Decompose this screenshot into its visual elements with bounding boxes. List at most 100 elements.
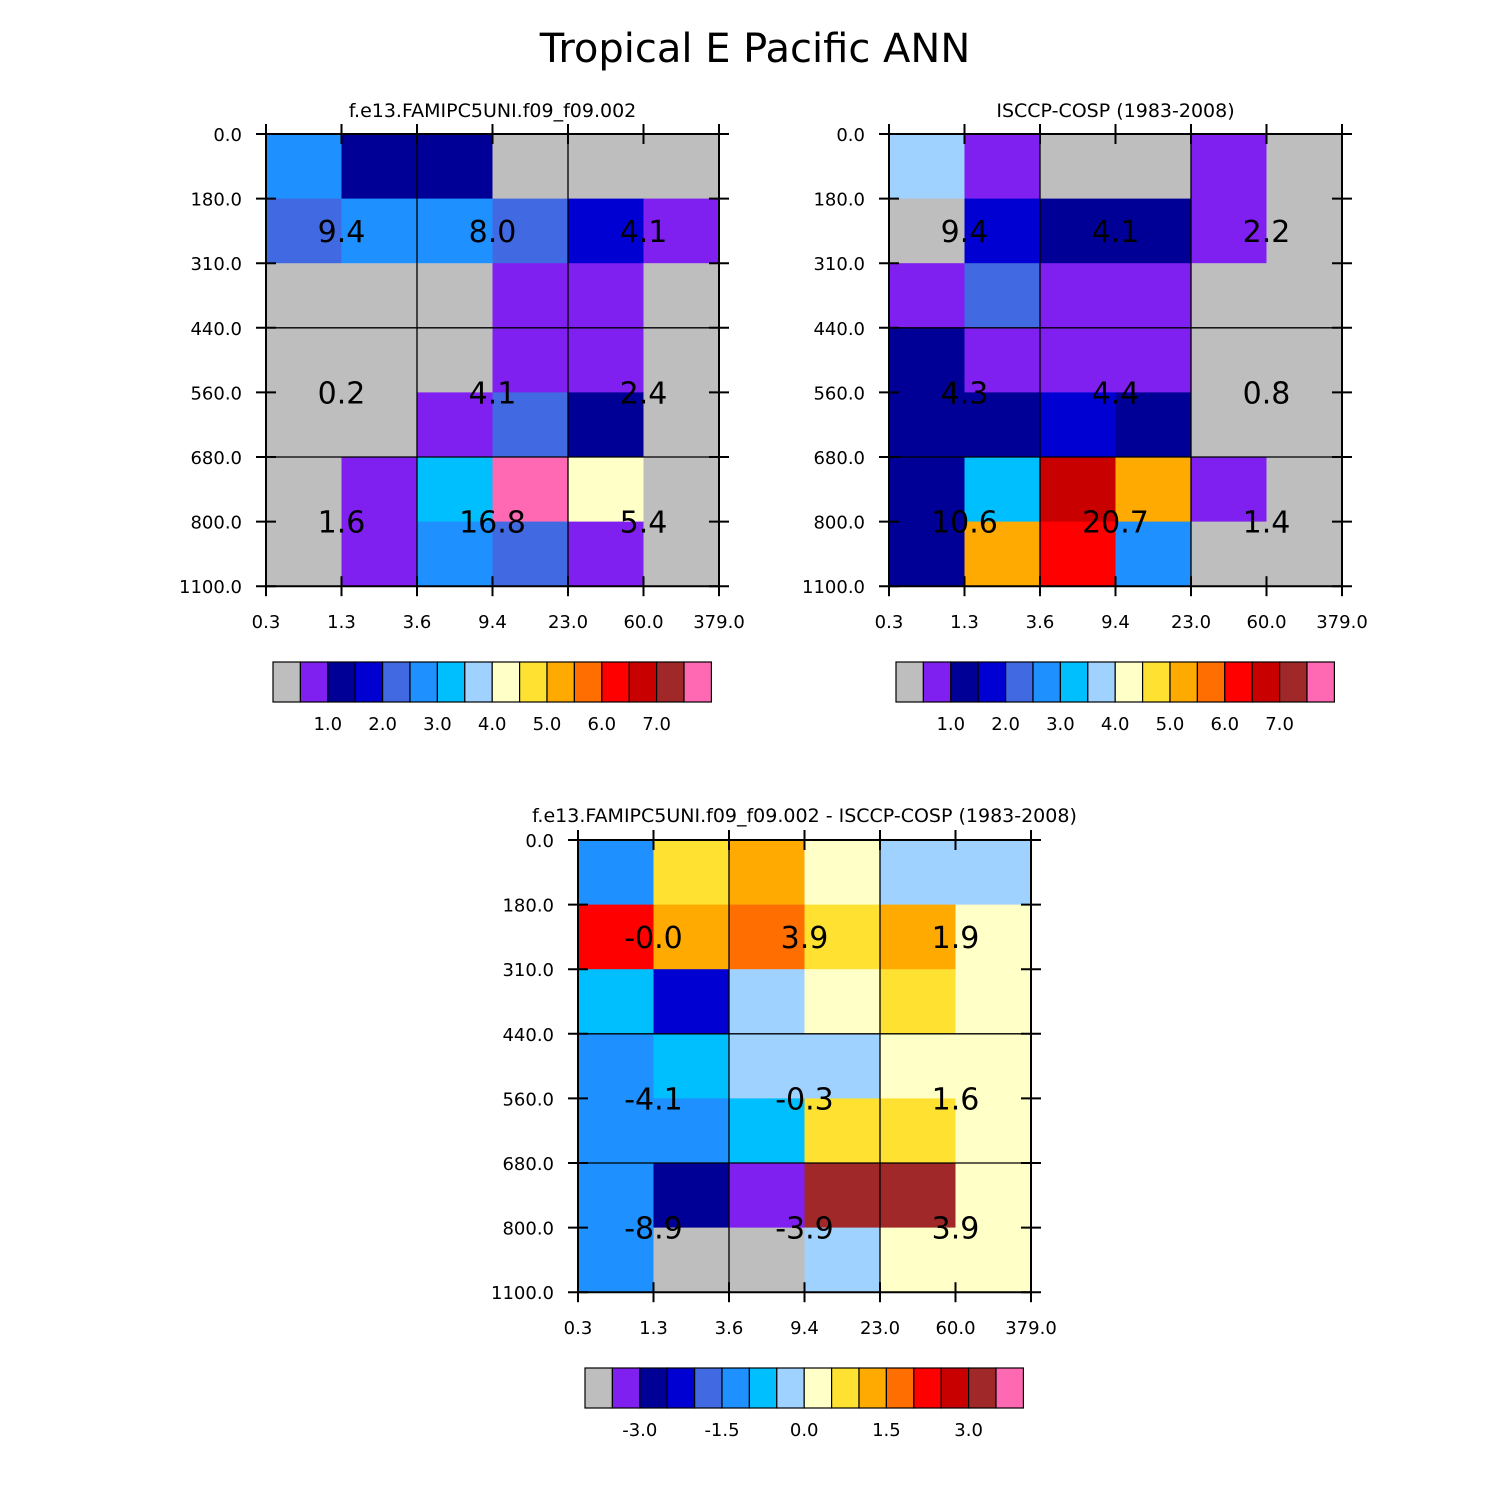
colorbar-swatch — [995, 1367, 1024, 1409]
heatmap-cell — [492, 198, 569, 264]
cell-value-label: 0.2 — [318, 376, 366, 411]
heatmap-cell — [578, 1227, 655, 1293]
heatmap-cell — [578, 1033, 655, 1099]
heatmap-cell — [578, 1098, 655, 1164]
heatmap-cell — [568, 198, 645, 264]
heatmap-cell — [653, 840, 730, 906]
x-tick-label: 9.4 — [478, 612, 507, 633]
heatmap-cell — [643, 521, 720, 587]
cell-value-label: 4.1 — [1092, 215, 1140, 250]
panel-model: f.e13.FAMIPC5UNI.f09_f09.002 0.0 180.0 310.… — [179, 100, 745, 735]
heatmap-cell — [804, 1163, 881, 1229]
colorbar-label: 2.0 — [368, 714, 397, 735]
colorbar-swatch — [1032, 661, 1061, 703]
colorbar-swatch — [803, 1367, 833, 1409]
heatmap-cell — [568, 134, 645, 200]
heatmap-cell — [1191, 392, 1268, 458]
cell-value-label: -8.9 — [624, 1212, 683, 1247]
cell-value-label: 4.3 — [941, 376, 989, 411]
heatmap-cell — [880, 904, 957, 970]
y-tick-label: 180.0 — [190, 190, 242, 211]
y-tick-label: 800.0 — [190, 513, 242, 534]
x-tick-label: 1.3 — [639, 1318, 668, 1339]
heatmap-cell — [568, 521, 645, 587]
heatmap-cell — [729, 904, 806, 970]
heatmap-cell — [804, 1098, 881, 1164]
heatmap-cell — [889, 521, 966, 587]
cell-value-label: 1.4 — [1243, 506, 1291, 541]
x-tick-label: 3.6 — [403, 612, 432, 633]
heatmap-cell — [955, 1033, 1032, 1099]
colorbar-swatch — [436, 661, 466, 703]
heatmap-cell — [729, 969, 806, 1035]
heatmap-cell — [955, 840, 1032, 906]
heatmap-cell — [955, 969, 1032, 1035]
heatmap-cell — [578, 904, 655, 970]
cell-value-label: 3.9 — [932, 1212, 980, 1247]
cell-value-label: -0.0 — [624, 921, 683, 956]
heatmap-cell — [266, 198, 343, 264]
heatmap-cell — [964, 457, 1041, 523]
heatmap-cell — [341, 392, 418, 458]
heatmap-cell — [964, 134, 1041, 200]
colorbar-label: 4.0 — [1101, 714, 1130, 735]
heatmap-cell — [492, 392, 569, 458]
colorbar-swatch — [639, 1367, 668, 1409]
colorbar-swatch — [327, 661, 356, 703]
heatmap-cell — [578, 840, 655, 906]
colorbar-swatch — [922, 661, 952, 703]
heatmap-cell — [955, 1227, 1032, 1293]
colorbar-swatch — [858, 1367, 887, 1409]
colorbar-swatch — [354, 661, 384, 703]
heatmap-cell — [653, 1227, 730, 1293]
heatmap-cell — [889, 134, 966, 200]
y-tick-label: 0.0 — [525, 831, 554, 852]
heatmap-cell — [1191, 521, 1268, 587]
heatmap-cell — [266, 392, 343, 458]
heatmap-cell — [955, 1098, 1032, 1164]
heatmap-cell — [568, 392, 645, 458]
colorbar-swatch — [272, 661, 301, 703]
heatmap-cell — [1191, 457, 1268, 523]
heatmap-cell — [880, 1033, 957, 1099]
y-tick-label: 180.0 — [813, 190, 865, 211]
colorbar-swatch — [584, 1367, 613, 1409]
colorbar-swatch — [776, 1367, 805, 1409]
y-tick-label: 680.0 — [502, 1154, 554, 1175]
heatmap-cell — [1191, 134, 1268, 200]
colorbar-swatch — [977, 661, 1007, 703]
heatmap-cell — [417, 327, 494, 393]
y-tick-label: 440.0 — [502, 1025, 554, 1046]
x-tick-label: 0.3 — [564, 1318, 593, 1339]
x-tick-label: 60.0 — [623, 612, 663, 633]
heatmap-cell — [1266, 198, 1343, 264]
y-tick-label: 800.0 — [813, 513, 865, 534]
colorbar-label: 1.0 — [313, 714, 342, 735]
heatmap-cell — [729, 1227, 806, 1293]
colorbar-label: -1.5 — [704, 1420, 739, 1441]
heatmap-cell — [653, 904, 730, 970]
colorbar-swatch — [1004, 661, 1034, 703]
colorbar-swatch — [1059, 661, 1089, 703]
cell-value-label: 3.9 — [781, 921, 829, 956]
heatmap-cell — [568, 327, 645, 393]
heatmap-cell — [889, 327, 966, 393]
colorbar-label: 3.0 — [423, 714, 452, 735]
heatmap-cell — [1191, 198, 1268, 264]
y-tick-label: 440.0 — [190, 319, 242, 340]
heatmap-cell — [729, 840, 806, 906]
y-tick-label: 310.0 — [190, 254, 242, 275]
heatmap-cell — [341, 521, 418, 587]
heatmap-cell — [568, 457, 645, 523]
heatmap-cell — [578, 969, 655, 1035]
cell-value-label: 2.4 — [620, 376, 668, 411]
x-tick-label: 9.4 — [1101, 612, 1130, 633]
colorbar-swatch — [546, 661, 575, 703]
heatmap-cell — [1266, 521, 1343, 587]
colorbar-swatch — [628, 661, 658, 703]
cell-value-label: -0.3 — [775, 1082, 834, 1117]
cell-value-label: 0.8 — [1243, 376, 1291, 411]
colorbar-label: 3.0 — [1046, 714, 1075, 735]
cell-value-label: 9.4 — [318, 215, 366, 250]
